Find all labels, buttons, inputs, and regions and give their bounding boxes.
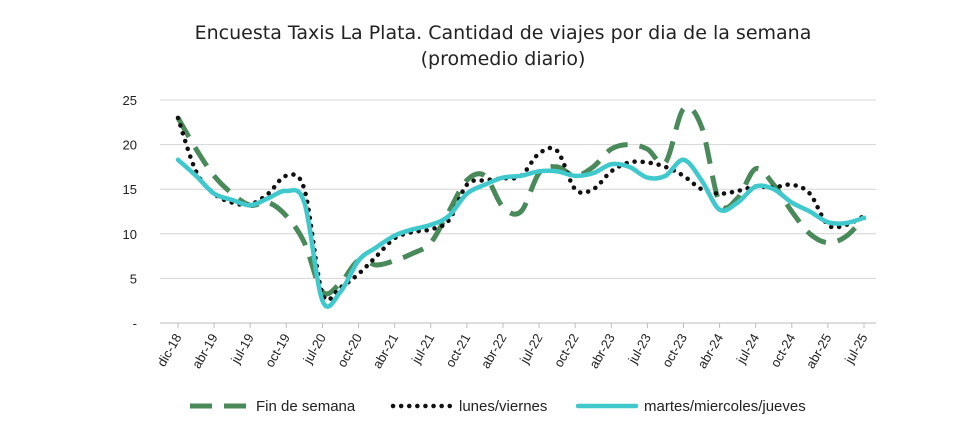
y-tick-label: 15 [123,182,137,197]
legend-label: Fin de semana [256,398,356,415]
y-axis: - 5 10 15 20 25 [123,93,137,331]
legend-label: martes/miercoles/jueves [644,398,806,415]
y-tick-label: 5 [130,271,137,286]
x-tick-label: abr-21 [369,331,401,371]
x-tick-label: oct-21 [442,331,473,370]
x-tick-label: jul-21 [408,331,437,367]
x-tick-label: oct-23 [659,331,690,370]
x-tick-label: jul-22 [516,331,545,367]
series-lines [175,104,867,309]
legend-label: lunes/viernes [459,398,547,415]
x-tick-label: abr-19 [189,331,221,371]
x-tick-label: abr-24 [694,331,726,371]
series-line-martes-miercoles-jueves [175,157,867,309]
x-tick-label: jul-20 [300,331,329,367]
y-tick-label: 20 [123,138,137,153]
y-tick-label: 10 [123,227,137,242]
x-tick-label: abr-22 [478,331,510,371]
x-tick-label: oct-20 [334,331,365,370]
chart-subtitle: (promedio diario) [421,48,586,70]
x-tick-label: oct-24 [767,331,798,370]
chart-title: Encuesta Taxis La Plata. Cantidad de via… [195,22,812,44]
x-tick-label: dic-18 [154,331,185,369]
x-tick-label: abr-23 [586,331,618,371]
series-line-fin-de-semana [175,104,866,297]
x-tick-label: jul-23 [625,331,654,367]
gridlines [160,99,876,279]
x-tick-label: abr-25 [803,331,835,371]
y-tick-label: - [133,316,137,331]
y-tick-label: 25 [123,93,137,108]
x-tick-label: oct-19 [262,331,293,370]
x-tick-label: jul-25 [841,331,870,367]
x-axis: dic-18 abr-19 jul-19 oct-19 jul-20 oct-20 abr-… [154,322,876,371]
legend: Fin de semana lunes/viernes martes/miercol… [190,398,806,415]
x-tick-label: jul-24 [733,331,762,367]
x-tick-label: jul-19 [227,331,256,367]
x-tick-label: oct-22 [551,331,582,370]
